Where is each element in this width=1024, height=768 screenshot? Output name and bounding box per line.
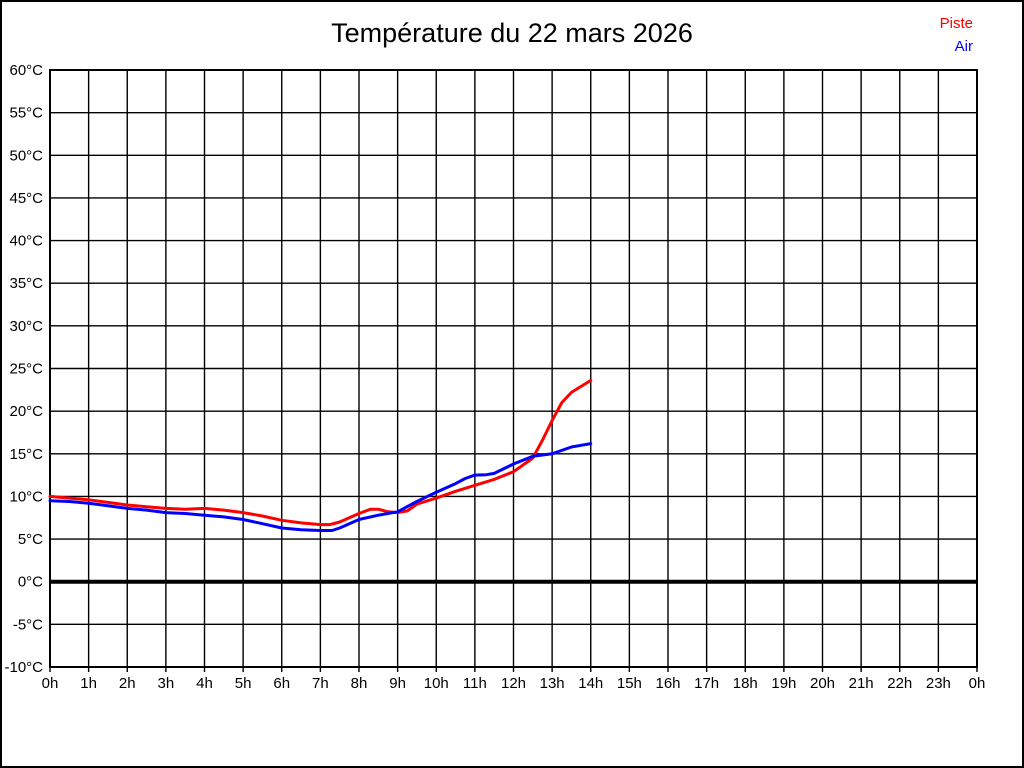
x-tick-label: 12h (501, 675, 526, 692)
x-tick-label: 22h (887, 675, 912, 692)
x-axis-ticks (49, 667, 978, 672)
grid-lines (50, 70, 977, 667)
x-tick-label: 4h (196, 675, 213, 692)
x-tick-label: 8h (351, 675, 368, 692)
legend: Piste Air (940, 12, 973, 58)
x-tick-label: 0h (969, 675, 986, 692)
x-tick-label: 9h (389, 675, 406, 692)
y-tick-label: 60°C (9, 62, 43, 79)
x-tick-label: 15h (617, 675, 642, 692)
legend-item-air: Air (954, 38, 973, 55)
x-tick-label: 0h (42, 675, 59, 692)
y-tick-label: 40°C (9, 233, 43, 250)
x-tick-label: 16h (655, 675, 680, 692)
y-tick-label: 15°C (9, 446, 43, 463)
x-tick-label: 3h (158, 675, 175, 692)
y-tick-label: 35°C (9, 275, 43, 292)
x-tick-label: 19h (771, 675, 796, 692)
x-tick-label: 14h (578, 675, 603, 692)
x-tick-label: 17h (694, 675, 719, 692)
x-tick-label: 6h (273, 675, 290, 692)
x-tick-label: 2h (119, 675, 136, 692)
plot-frame (49, 69, 978, 668)
y-tick-label: 25°C (9, 361, 43, 378)
series-line-piste (48, 378, 593, 527)
legend-item-piste: Piste (939, 15, 973, 32)
y-tick-label: -10°C (4, 659, 43, 676)
y-tick-label: 30°C (9, 318, 43, 335)
series-line-air (48, 442, 593, 532)
x-tick-label: 20h (810, 675, 835, 692)
x-tick-label: 11h (463, 675, 487, 692)
y-tick-label: 20°C (9, 403, 43, 420)
x-tick-label: 7h (312, 675, 329, 692)
x-tick-label: 5h (235, 675, 252, 692)
x-tick-label: 13h (540, 675, 565, 692)
y-tick-label: 55°C (9, 105, 43, 122)
x-tick-label: 21h (849, 675, 874, 692)
chart-title: Température du 22 mars 2026 (331, 18, 693, 48)
y-tick-label: 5°C (18, 531, 43, 548)
x-tick-label: 10h (424, 675, 449, 692)
x-tick-label: 1h (80, 675, 97, 692)
y-tick-label: 10°C (9, 488, 43, 505)
x-tick-label: 23h (926, 675, 951, 692)
y-tick-label: 0°C (18, 574, 43, 591)
y-tick-label: -5°C (13, 616, 43, 633)
y-tick-label: 45°C (9, 190, 43, 207)
x-tick-label: 18h (733, 675, 758, 692)
y-tick-label: 50°C (9, 147, 43, 164)
